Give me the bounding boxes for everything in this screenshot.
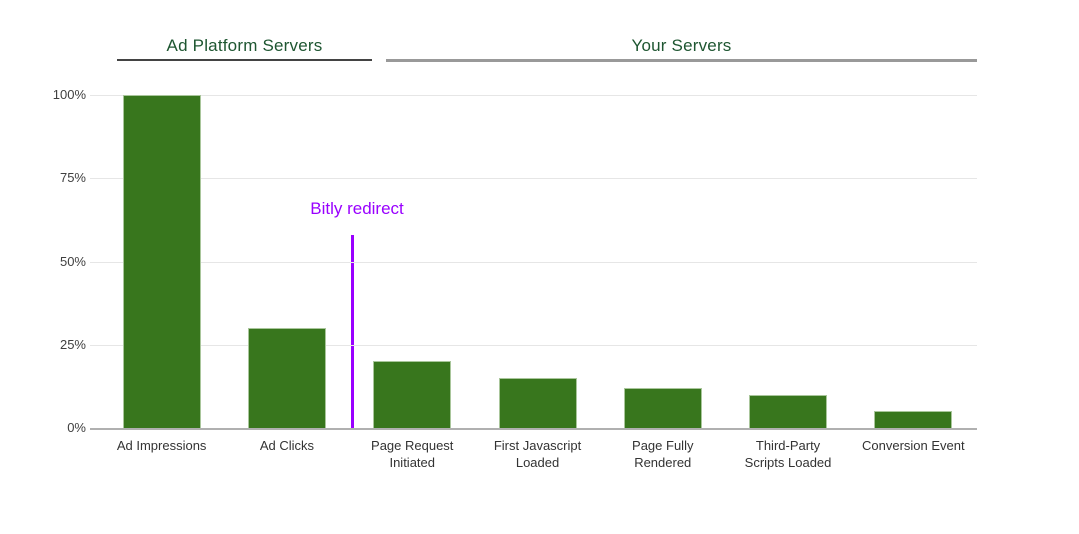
x-axis-label-line: Initiated xyxy=(389,455,436,470)
x-axis-label-line: Third-Party xyxy=(755,438,821,453)
x-axis-label-line: Rendered xyxy=(634,455,692,470)
bar-third-party-scripts-loaded xyxy=(749,394,828,428)
section-header-ad-platform-servers: Ad Platform Servers xyxy=(117,33,372,61)
x-axis-label-line: Ad Clicks xyxy=(259,438,315,453)
x-axis-label-ad-impressions: Ad Impressions xyxy=(99,437,224,454)
x-axis-label-line: First Javascript xyxy=(493,438,582,453)
x-axis-label-line: Conversion Event xyxy=(862,438,965,453)
y-axis-label-0: 0% xyxy=(67,420,86,435)
section-header-your-servers: Your Servers xyxy=(386,33,977,62)
y-axis-label-75: 75% xyxy=(59,170,86,186)
bar-ad-clicks xyxy=(247,328,326,428)
y-axis-label-25: 25% xyxy=(59,336,86,352)
bar-page-fully-rendered xyxy=(623,388,702,428)
bar-ad-impressions xyxy=(122,95,201,428)
x-axis-label-line: Ad Impressions xyxy=(116,438,207,453)
y-axis-label-50: 50% xyxy=(59,253,86,269)
x-axis-label-line: Loaded xyxy=(515,455,560,470)
bitly-redirect-annotation-label: Bitly redirect xyxy=(310,199,404,218)
x-axis-label-page-request-initiated: Page Request Initiated xyxy=(350,437,475,471)
bar-conversion-event xyxy=(874,411,953,429)
x-axis-label-page-fully-rendered: Page Fully Rendered xyxy=(600,437,725,471)
gridline-50 xyxy=(90,261,977,263)
section-header-label: Ad Platform Servers xyxy=(166,36,323,55)
x-axis-label-conversion-event: Conversion Event xyxy=(851,437,976,454)
bar-page-request-initiated xyxy=(373,361,452,428)
gridline-75 xyxy=(90,178,977,180)
x-axis-baseline xyxy=(90,428,977,430)
section-header-label: Your Servers xyxy=(631,36,732,55)
x-axis-label-line: Scripts Loaded xyxy=(744,455,832,470)
gridline-25 xyxy=(90,344,977,346)
x-axis-label-line: Page Request xyxy=(371,438,454,453)
x-axis-label-ad-clicks: Ad Clicks xyxy=(224,437,349,454)
gridline-100 xyxy=(90,95,977,96)
y-axis-label-100: 100% xyxy=(52,87,86,102)
bitly-redirect-annotation-line xyxy=(351,235,354,429)
x-axis-label-line: Page Fully xyxy=(632,438,694,453)
bar-first-javascript-loaded xyxy=(498,378,577,428)
x-axis-label-third-party-scripts-loaded: Third-Party Scripts Loaded xyxy=(725,437,850,471)
x-axis-label-first-javascript-loaded: First Javascript Loaded xyxy=(475,437,600,471)
